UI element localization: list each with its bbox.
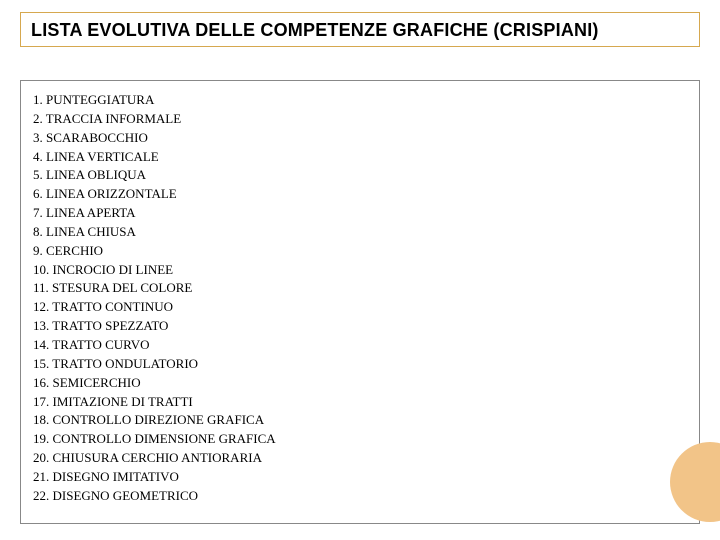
slide-title: LISTA EVOLUTIVA DELLE COMPETENZE GRAFICH… <box>31 19 689 42</box>
content-box: 1. PUNTEGGIATURA 2. TRACCIA INFORMALE 3.… <box>20 80 700 524</box>
competence-list: 1. PUNTEGGIATURA 2. TRACCIA INFORMALE 3.… <box>33 91 687 506</box>
title-box: LISTA EVOLUTIVA DELLE COMPETENZE GRAFICH… <box>20 12 700 47</box>
